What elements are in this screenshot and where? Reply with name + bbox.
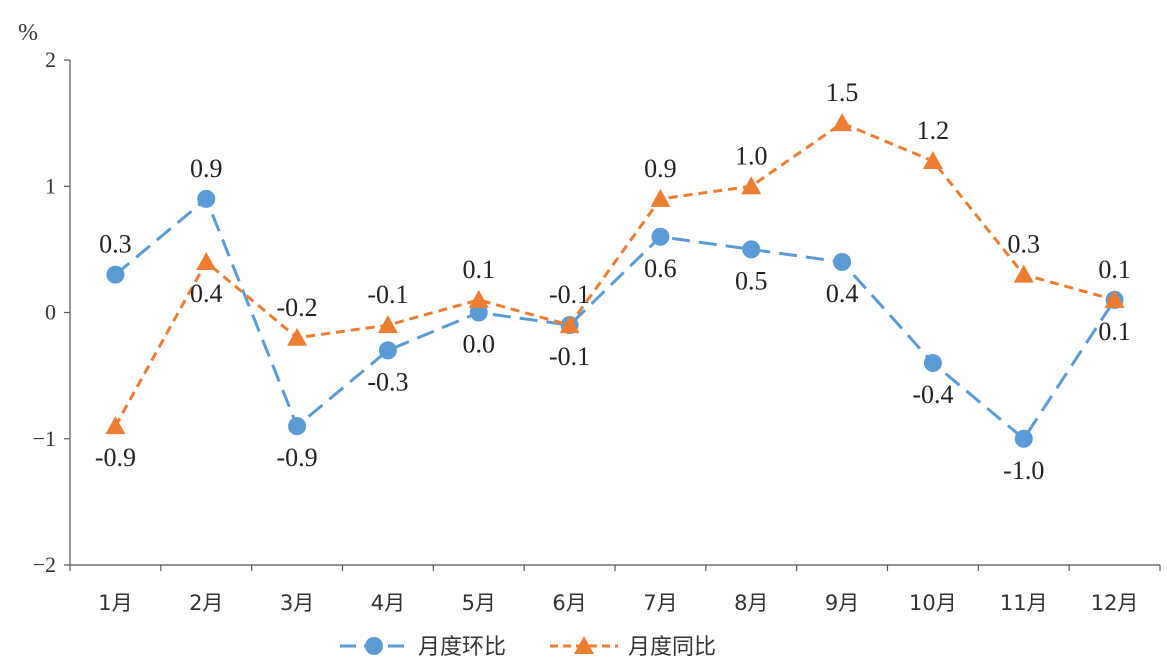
x-tick-label: 1月: [98, 591, 132, 615]
data-point-triangle: [1013, 264, 1034, 283]
data-label: 0.1: [1098, 317, 1131, 346]
x-tick-label: 7月: [643, 591, 677, 615]
data-point-triangle: [559, 315, 580, 334]
data-label: 1.0: [735, 141, 768, 170]
x-tick-labels: 1月 2月 3月 4月 5月 6月 7月 8月 9月 10月 11月 12月: [98, 591, 1138, 615]
data-point-circle: [197, 189, 216, 208]
data-label: 0.0: [463, 330, 496, 359]
x-tick-label: 11月: [1000, 591, 1048, 615]
x-tick-label: 12月: [1091, 591, 1139, 615]
data-point-triangle: [377, 315, 398, 334]
data-label: -0.2: [276, 293, 317, 322]
legend-label: 月度环比: [418, 635, 506, 660]
x-tick-label: 6月: [552, 591, 586, 615]
data-point-circle: [833, 253, 852, 271]
y-unit-label: %: [18, 20, 38, 46]
data-point-triangle: [468, 289, 489, 308]
data-label: 0.1: [463, 255, 496, 284]
data-label: 0.1: [1098, 255, 1131, 284]
data-label: 0.4: [826, 279, 859, 308]
data-label: -0.1: [367, 280, 408, 309]
x-tick-label: 4月: [371, 591, 405, 615]
y-tick-label: 2: [45, 47, 56, 72]
x-tick-label: 3月: [280, 591, 314, 615]
y-tick-labels: −2 −1 0 1 2: [33, 47, 56, 577]
legend-label: 月度同比: [628, 635, 716, 660]
legend-item-2: 月度同比: [550, 635, 716, 660]
axes: [64, 59, 1161, 571]
data-label: -0.9: [95, 443, 136, 472]
legend: 月度环比 月度同比: [340, 635, 716, 660]
y-tick-label: 0: [45, 300, 56, 325]
data-point-circle: [288, 417, 307, 436]
data-point-triangle: [650, 188, 671, 207]
series-line: [114, 196, 1116, 441]
data-label: -0.3: [367, 367, 408, 396]
data-point-triangle: [105, 416, 126, 435]
data-point-triangle: [287, 327, 308, 346]
series-line: [114, 121, 1115, 427]
data-point-circle: [378, 341, 397, 360]
y-tick-label: −1: [33, 426, 56, 451]
series-1: [106, 189, 1124, 448]
data-label: -0.1: [549, 280, 590, 309]
data-label: 0.9: [644, 154, 677, 183]
data-point-circle: [742, 240, 761, 259]
data-point-circle: [106, 265, 125, 284]
data-label: -0.4: [912, 380, 953, 409]
data-point-triangle: [832, 113, 853, 132]
legend-marker-triangle: [574, 636, 594, 654]
x-tick-label: 2月: [189, 591, 223, 615]
y-tick-label: 1: [45, 173, 56, 198]
data-label: 0.4: [190, 279, 223, 308]
data-label: 1.5: [826, 78, 859, 107]
y-tick-label: −2: [33, 552, 56, 577]
data-labels: 0.3 0.9 -0.9 -0.3 0.0 -0.1 0.6 0.5 0.4 -0.4 -1.0 0.…: [95, 78, 1131, 485]
data-point-triangle: [1104, 289, 1125, 308]
data-label: 0.3: [1008, 230, 1041, 259]
data-label: -1.0: [1003, 456, 1044, 485]
x-tick-label: 9月: [825, 591, 859, 615]
data-point-circle: [651, 227, 670, 246]
x-tick-label: 8月: [734, 591, 768, 615]
data-point-triangle: [196, 252, 217, 270]
data-label: 1.2: [917, 116, 950, 145]
series-layer: [105, 113, 1125, 448]
data-point-circle: [469, 303, 488, 322]
data-point-circle: [923, 354, 942, 372]
x-tick-label: 5月: [462, 591, 496, 615]
legend-item-1: 月度环比: [340, 635, 506, 660]
data-point-triangle: [741, 176, 762, 195]
data-label: 0.3: [99, 230, 132, 259]
legend-marker-circle: [365, 637, 383, 655]
series-2: [105, 113, 1125, 435]
data-label: 0.5: [735, 266, 768, 295]
data-label: -0.9: [276, 443, 317, 472]
data-point-triangle: [922, 151, 943, 169]
x-tick-label: 10月: [909, 591, 957, 615]
data-label: 0.9: [190, 154, 223, 183]
data-point-circle: [1014, 429, 1033, 448]
data-label: -0.1: [549, 342, 590, 371]
data-label: 0.6: [644, 254, 677, 283]
